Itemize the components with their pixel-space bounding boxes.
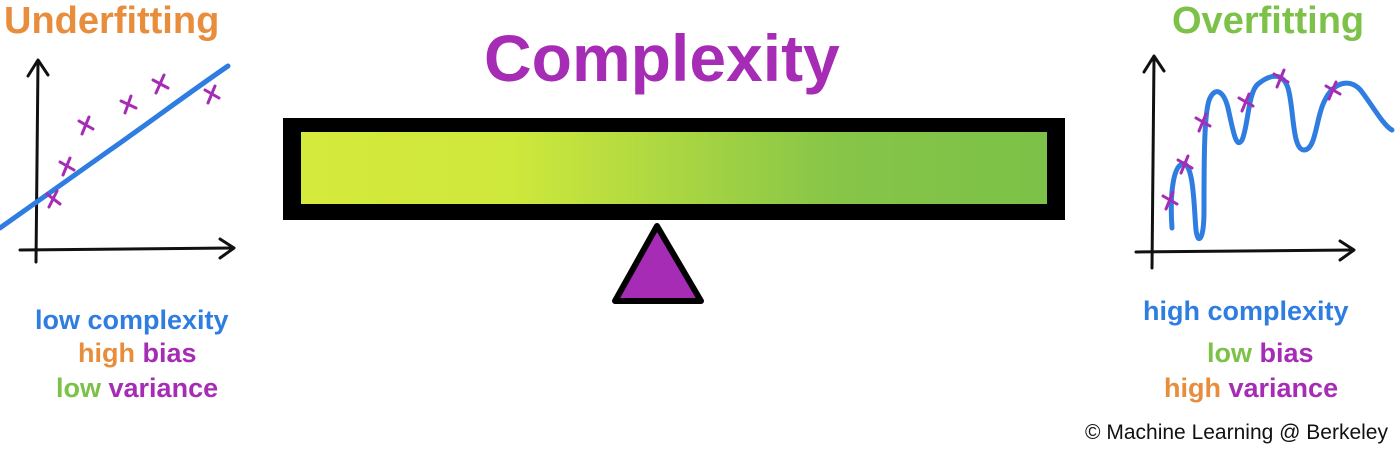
data-point-marker [151,73,170,95]
left-y-axis [34,60,40,264]
data-point-marker [1324,80,1342,101]
bias-level-word: low [1207,338,1252,368]
copyright-notice: © Machine Learning @ Berkeley [1085,421,1388,444]
fulcrum-triangle [612,223,704,304]
complexity-scale [283,118,1065,304]
bias-word: bias [142,338,197,368]
data-point-marker [1194,112,1212,133]
data-point-marker [203,84,221,105]
variance-word: variance [108,373,219,403]
left-x-axis-arrow [218,237,236,260]
overfitting-variance-label: high variance [1164,373,1338,404]
right-y-axis [1150,56,1156,270]
data-point-marker [1161,190,1179,211]
data-point-marker [1272,68,1290,89]
data-point-marker [1237,92,1255,113]
right-x-axis-arrow [1338,239,1356,262]
right-fit-curve [1168,73,1395,242]
bias-level-word: high [78,338,135,368]
variance-word: variance [1228,373,1339,403]
variance-level-word: low [56,373,101,403]
underfitting-complexity-label: low complexity [35,305,229,335]
data-point-marker [1176,154,1194,175]
right-y-axis-arrow [1142,54,1166,74]
data-point-marker [119,94,138,115]
underfitting-variance-label: low variance [56,373,218,404]
overfitting-bias-label: low bias [1207,338,1314,369]
right-x-axis [1134,248,1354,254]
right-data-points [1161,68,1342,211]
complexity-bar [301,132,1047,204]
left-data-points [45,73,221,209]
overfitting-complexity-label: high complexity [1143,296,1349,326]
left-x-axis [18,246,234,252]
overfitting-plot [1134,54,1395,270]
bias-word: bias [1259,338,1314,368]
underfitting-bias-label: high bias [78,338,197,369]
underfitting-title: Underfitting [4,0,220,42]
data-point-marker [45,189,62,209]
complexity-title: Complexity [484,21,840,95]
overfitting-title: Overfitting [1172,0,1365,42]
variance-level-word: high [1164,373,1221,403]
data-point-marker [77,115,95,136]
underfitting-plot [0,58,236,264]
data-point-marker [58,156,76,177]
left-fit-line [0,63,231,231]
left-y-axis-arrow [26,58,50,78]
